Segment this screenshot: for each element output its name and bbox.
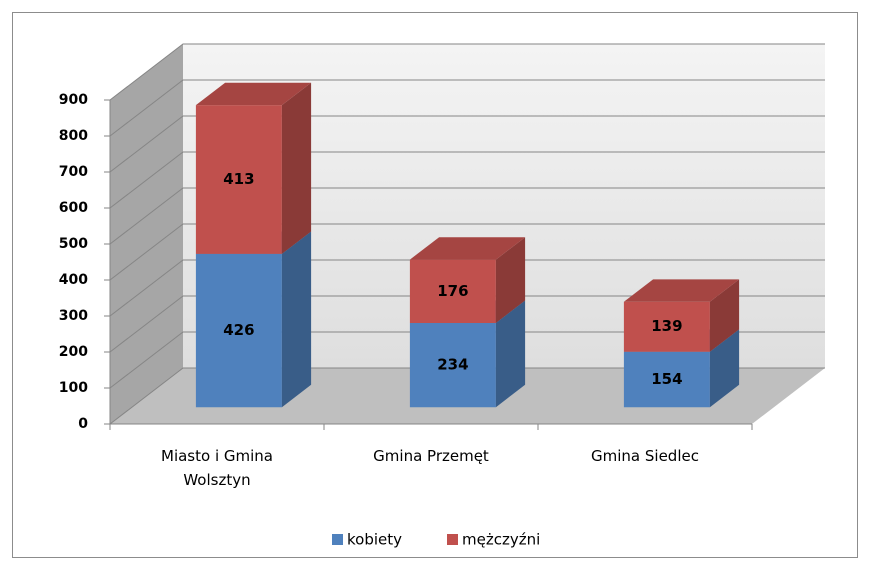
bar-front <box>195 253 282 408</box>
bar-front <box>409 259 496 323</box>
side-wall <box>110 44 183 424</box>
bar-top <box>195 82 312 106</box>
value-label: 176 <box>437 282 468 300</box>
legend-label: mężczyźni <box>462 531 540 549</box>
grid-line <box>109 187 825 245</box>
bar-front <box>623 351 710 408</box>
bar-front <box>623 301 710 352</box>
grid-line <box>109 79 825 137</box>
grid-line <box>109 331 825 389</box>
value-label: 154 <box>651 370 682 388</box>
y-tick-label: 0 <box>78 416 88 432</box>
grid-line <box>109 151 825 209</box>
value-label: 413 <box>223 170 254 188</box>
grid-line <box>109 223 825 281</box>
y-tick-label: 900 <box>59 92 88 108</box>
x-tick-label: Miasto i Gmina Wolsztyn <box>161 447 273 489</box>
y-tick-label: 800 <box>59 128 88 144</box>
y-tick-label: 200 <box>59 344 88 360</box>
bar-side <box>281 82 312 254</box>
y-tick-label: 100 <box>59 380 88 396</box>
grid-line <box>109 259 825 317</box>
y-tick-label: 600 <box>59 200 88 216</box>
legend-swatch <box>332 534 343 545</box>
grid-line <box>109 43 825 101</box>
bar-side <box>495 237 526 323</box>
value-label: 234 <box>437 356 468 374</box>
grid-line <box>109 367 825 425</box>
grid-line <box>109 295 825 353</box>
bar-side <box>709 329 740 408</box>
bar-side <box>495 300 526 408</box>
x-tick-label: Gmina Siedlec <box>591 447 699 465</box>
value-label: 426 <box>223 321 254 339</box>
bar-front <box>195 105 282 254</box>
legend-swatch <box>447 534 458 545</box>
grid-line <box>109 115 825 173</box>
y-tick-label: 400 <box>59 272 88 288</box>
legend-label: kobiety <box>347 531 402 549</box>
y-tick-label: 500 <box>59 236 88 252</box>
bar-side <box>709 279 740 352</box>
bar-side <box>281 231 312 408</box>
value-label: 139 <box>651 317 682 335</box>
bar-top <box>409 237 526 260</box>
y-tick-label: 700 <box>59 164 88 180</box>
bar-top <box>623 279 740 302</box>
bar-front <box>409 322 496 408</box>
y-tick-label: 300 <box>59 308 88 324</box>
x-tick-label: Gmina Przemęt <box>373 447 489 465</box>
